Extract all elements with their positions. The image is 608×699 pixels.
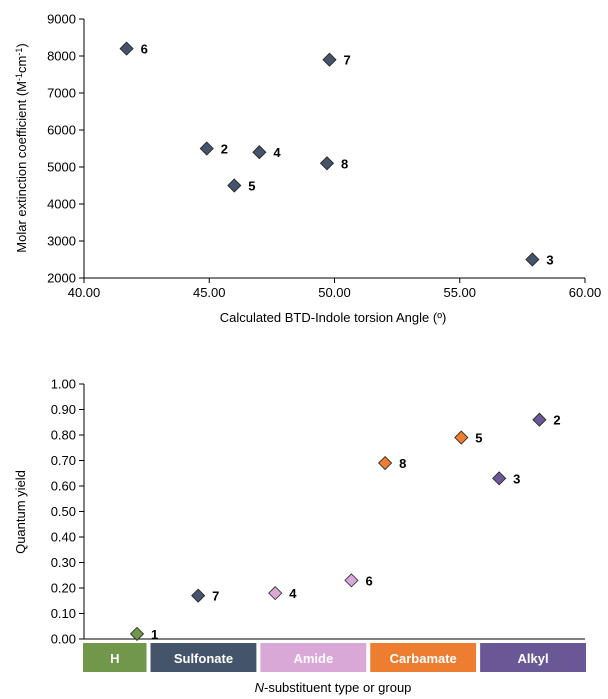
chart1-data-label: 3 xyxy=(546,253,553,268)
chart2-data-label: 1 xyxy=(151,627,158,642)
chart1-data-point xyxy=(252,145,267,160)
chart1-data-point xyxy=(199,141,214,156)
chart2-group-box xyxy=(480,643,586,672)
chart1-data-label: 8 xyxy=(341,156,348,171)
chart1-y-tick-label: 8000 xyxy=(47,49,76,64)
chart1-y-tick-label: 9000 xyxy=(47,12,76,27)
chart1-data-label: 7 xyxy=(343,53,350,68)
chart2-group-box xyxy=(83,643,147,672)
chart2-axes xyxy=(83,384,585,640)
chart2-y-axis-title: Quantum yield xyxy=(13,470,28,554)
chart-quantum-yield: 0.00 0.10 0.20 0.30 0.40 0.50 0.60 0.70 0.80 0.90… xyxy=(13,377,586,695)
chart2-data-point xyxy=(492,471,507,486)
chart2-data-point xyxy=(378,455,393,471)
chart1-data-point xyxy=(525,252,540,267)
chart1-x-tick-label: 40.00 xyxy=(68,285,101,300)
chart2-data-point xyxy=(344,573,359,588)
chart2-y-tick-label: 0.40 xyxy=(51,530,76,545)
chart1-x-axis-title: Calculated BTD-Indole torsion Angle (º) xyxy=(220,310,447,325)
chart1-ticks: 2000 3000 4000 5000 6000 7000 8000 9000 40.00 45.… xyxy=(47,12,601,301)
chart2-y-tick-label: 0.50 xyxy=(51,504,76,519)
chart1-y-tick-label: 4000 xyxy=(47,197,76,212)
chart1-data-point xyxy=(319,156,335,171)
chart2-group-box xyxy=(260,643,367,672)
chart1-points: 6 7 2 4 8 5 3 xyxy=(119,41,554,268)
chart2-y-tick-label: 0.20 xyxy=(51,581,76,596)
chart2-data-point xyxy=(129,626,145,641)
chart2-y-tick-label: 0.60 xyxy=(51,479,76,494)
chart2-points: 1 7 4 6 8 5 3 2 xyxy=(129,412,561,642)
chart1-data-point xyxy=(322,52,337,67)
chart2-y-tick-label: 1.00 xyxy=(51,377,76,392)
chart2-y-tick-label: 0.90 xyxy=(51,402,76,417)
chart2-y-tick-label: 0.00 xyxy=(51,632,76,647)
chart1-data-label: 4 xyxy=(273,145,281,160)
chart1-y-axis-title: Molar extinction coefficient (M-1cm-1) xyxy=(14,43,29,252)
chart2-group-label: Sulfonate xyxy=(174,651,233,666)
chart2-data-label: 7 xyxy=(212,589,219,604)
chart2-group-box xyxy=(150,643,257,672)
chart2-data-label: 8 xyxy=(399,456,406,471)
chart2-data-label: 5 xyxy=(475,431,482,446)
chart2-y-tick-label: 0.10 xyxy=(51,606,76,621)
chart2-x-axis-title: N-substituent type or group xyxy=(255,680,412,695)
chart1-y-tick-label: 3000 xyxy=(47,234,76,249)
chart2-group-label: H xyxy=(110,651,119,666)
chart2-group-bar: H Sulfonate Amide Carbamate Alkyl xyxy=(83,643,586,672)
chart2-data-label: 3 xyxy=(513,471,520,486)
chart2-data-label: 4 xyxy=(289,586,297,601)
chart1-data-label: 6 xyxy=(141,42,148,57)
chart1-y-tick-label: 6000 xyxy=(47,123,76,138)
chart1-x-tick-label: 55.00 xyxy=(443,285,476,300)
chart2-data-label: 6 xyxy=(365,573,372,588)
chart1-data-point xyxy=(119,41,134,56)
chart1-x-tick-label: 45.00 xyxy=(193,285,226,300)
chart1-y-tick-label: 2000 xyxy=(47,271,76,286)
chart1-data-label: 2 xyxy=(221,142,228,157)
chart1-x-tick-label: 50.00 xyxy=(318,285,351,300)
chart1-x-tick-label: 60.00 xyxy=(569,285,602,300)
chart1-y-tick-label: 5000 xyxy=(47,160,76,175)
chart2-group-label: Amide xyxy=(293,651,333,666)
chart2-data-point xyxy=(532,412,547,427)
chart2-data-point xyxy=(268,586,283,601)
chart2-y-tick-label: 0.70 xyxy=(51,453,76,468)
chart2-group-box xyxy=(370,643,477,672)
chart1-y-tick-label: 7000 xyxy=(47,86,76,101)
chart2-data-point xyxy=(454,430,469,445)
chart2-group-label: Carbamate xyxy=(390,651,457,666)
chart2-y-tick-label: 0.80 xyxy=(51,428,76,443)
chart2-ticks: 0.00 0.10 0.20 0.30 0.40 0.50 0.60 0.70 0.80 0.90… xyxy=(51,377,84,647)
chart2-group-label: Alkyl xyxy=(518,651,549,666)
chart2-data-point xyxy=(191,588,206,603)
chart2-data-label: 2 xyxy=(553,413,560,428)
chart1-data-label: 5 xyxy=(248,179,255,194)
chart2-y-tick-label: 0.30 xyxy=(51,555,76,570)
chart-extinction-vs-angle: 2000 3000 4000 5000 6000 7000 8000 9000 40.00 45.… xyxy=(14,12,601,326)
chart1-data-point xyxy=(227,178,242,193)
